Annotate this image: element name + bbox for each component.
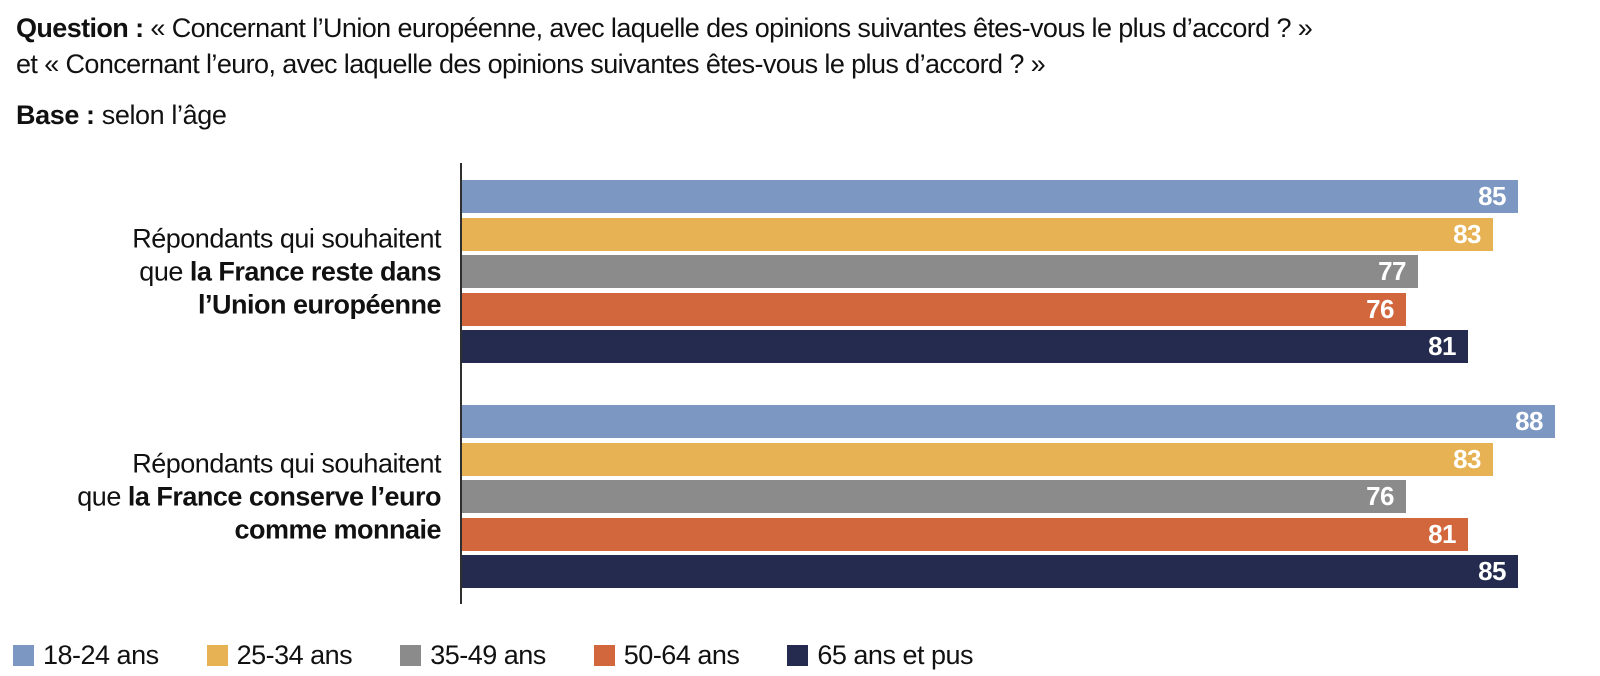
bar-value: 76 bbox=[1366, 293, 1394, 324]
legend-label: 25-34 ans bbox=[236, 640, 353, 670]
question-line-1: Question : « Concernant l’Union européen… bbox=[16, 10, 1586, 46]
bar: 77 bbox=[462, 255, 1418, 288]
legend-item: 25-34 ans bbox=[206, 640, 353, 671]
legend: 18-24 ans 25-34 ans 35-49 ans 50-64 ans 65 a… bbox=[13, 640, 973, 671]
base-text: selon l’âge bbox=[94, 100, 227, 130]
legend-swatch bbox=[400, 645, 422, 666]
legend-label: 50-64 ans bbox=[623, 640, 740, 670]
question-line-2: et « Concernant l’euro, avec laquelle de… bbox=[16, 49, 1046, 79]
question-label: Question : bbox=[16, 13, 144, 43]
group-label-line: Répondants qui souhaitent bbox=[132, 448, 441, 478]
bar-value: 76 bbox=[1366, 481, 1394, 511]
bar: 76 bbox=[462, 480, 1406, 513]
legend-item: 50-64 ans bbox=[593, 640, 740, 671]
question-line-1-text: « Concernant l’Union européenne, avec la… bbox=[143, 13, 1313, 43]
legend-swatch bbox=[593, 645, 615, 666]
legend-item: 65 ans et pus bbox=[787, 640, 973, 671]
group-label-line: Répondants qui souhaitent bbox=[132, 223, 441, 253]
bar: 81 bbox=[462, 517, 1468, 551]
bar-value: 88 bbox=[1515, 406, 1543, 436]
legend-label: 35-49 ans bbox=[430, 640, 546, 670]
question-header: Question : « Concernant l’Union européen… bbox=[16, 10, 1586, 132]
bar-value: 85 bbox=[1478, 556, 1506, 586]
base-line: Base : selon l’âge bbox=[16, 98, 1586, 132]
bar: 88 bbox=[462, 405, 1555, 438]
group-label: Répondants qui souhaitent que la France r… bbox=[0, 222, 441, 321]
bar-value: 85 bbox=[1478, 181, 1506, 211]
bar-value: 81 bbox=[1428, 518, 1456, 549]
bar: 85 bbox=[462, 555, 1518, 588]
bar: 85 bbox=[462, 180, 1518, 213]
base-label: Base : bbox=[16, 100, 95, 130]
legend-swatch bbox=[206, 645, 228, 666]
group-label: Répondants qui souhaitent que la France c… bbox=[0, 447, 441, 546]
group-label-line: comme monnaie bbox=[234, 514, 441, 544]
legend-item: 35-49 ans bbox=[400, 640, 546, 671]
legend-swatch bbox=[787, 645, 809, 666]
legend-item: 18-24 ans bbox=[13, 640, 159, 671]
legend-label: 65 ans et pus bbox=[817, 640, 973, 670]
bar: 76 bbox=[462, 292, 1406, 326]
group-label-line: l’Union européenne bbox=[197, 289, 442, 319]
bar-value: 77 bbox=[1378, 256, 1406, 286]
bar-value: 81 bbox=[1428, 331, 1456, 361]
bar: 83 bbox=[462, 442, 1493, 476]
group-label-line: que la France conserve l’euro bbox=[77, 481, 441, 511]
bar-chart: Répondants qui souhaitent que la France r… bbox=[0, 163, 1600, 604]
legend-swatch bbox=[13, 645, 34, 666]
group-label-line: que la France reste dans bbox=[139, 256, 441, 286]
bar-value: 83 bbox=[1453, 218, 1481, 249]
bar-value: 83 bbox=[1453, 443, 1481, 474]
bar: 81 bbox=[462, 330, 1468, 363]
bar: 83 bbox=[462, 217, 1493, 251]
y-axis-line bbox=[460, 163, 462, 604]
legend-label: 18-24 ans bbox=[43, 640, 159, 670]
